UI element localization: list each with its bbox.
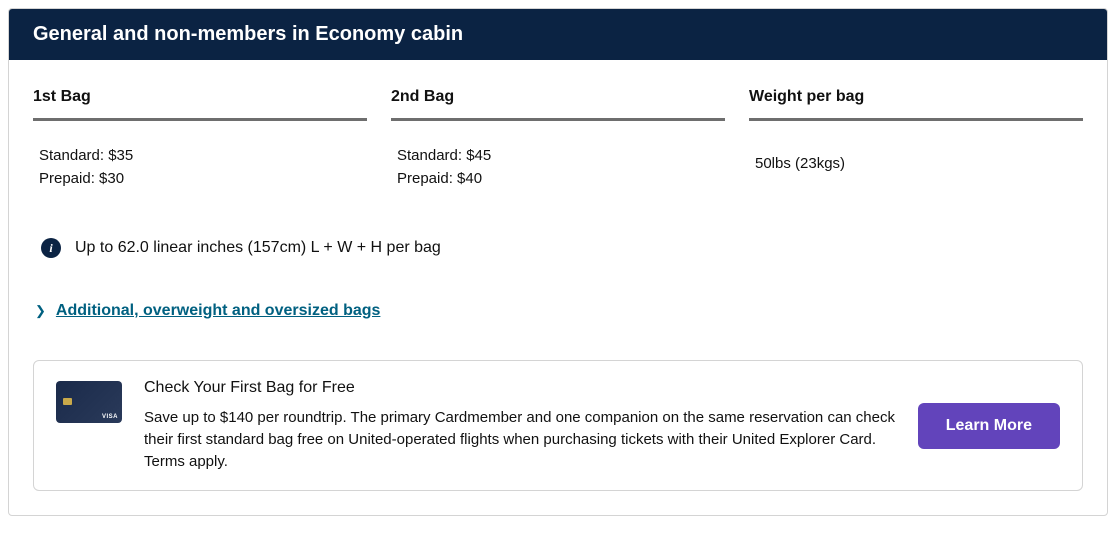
price-line: Standard: $35 xyxy=(39,145,367,168)
additional-bags-link[interactable]: Additional, overweight and oversized bag… xyxy=(56,302,381,320)
panel-title: General and non-members in Economy cabin xyxy=(33,23,463,45)
panel-header: General and non-members in Economy cabin xyxy=(9,9,1107,60)
promo-card: VISA Check Your First Bag for Free Save … xyxy=(33,360,1083,491)
card-chip xyxy=(63,398,72,405)
promo-text: Check Your First Bag for Free Save up to… xyxy=(144,379,896,472)
column-body: 50lbs (23kgs) xyxy=(749,145,1083,176)
price-line: Standard: $45 xyxy=(397,145,725,168)
price-line: Prepaid: $40 xyxy=(397,168,725,191)
learn-more-button[interactable]: Learn More xyxy=(918,403,1060,449)
column-header: 2nd Bag xyxy=(391,88,725,121)
panel-body: 1st Bag Standard: $35 Prepaid: $30 2nd B… xyxy=(9,60,1107,515)
baggage-panel: General and non-members in Economy cabin… xyxy=(8,8,1108,516)
chevron-right-icon: ❯ xyxy=(35,303,46,319)
column-1st-bag: 1st Bag Standard: $35 Prepaid: $30 xyxy=(33,88,367,190)
weight-line: 50lbs (23kgs) xyxy=(755,153,1083,176)
promo-body: Save up to $140 per roundtrip. The prima… xyxy=(144,407,896,472)
column-body: Standard: $45 Prepaid: $40 xyxy=(391,145,725,190)
info-icon: i xyxy=(41,238,61,258)
pricing-columns: 1st Bag Standard: $35 Prepaid: $30 2nd B… xyxy=(33,88,1083,190)
expand-row[interactable]: ❯ Additional, overweight and oversized b… xyxy=(35,302,1083,320)
credit-card-icon: VISA xyxy=(56,381,122,423)
info-row: i Up to 62.0 linear inches (157cm) L + W… xyxy=(41,238,1083,258)
column-header: 1st Bag xyxy=(33,88,367,121)
column-header: Weight per bag xyxy=(749,88,1083,121)
card-visa-label: VISA xyxy=(102,414,118,420)
price-line: Prepaid: $30 xyxy=(39,168,367,191)
info-text: Up to 62.0 linear inches (157cm) L + W +… xyxy=(75,239,441,257)
promo-title: Check Your First Bag for Free xyxy=(144,379,896,397)
column-2nd-bag: 2nd Bag Standard: $45 Prepaid: $40 xyxy=(391,88,725,190)
column-weight: Weight per bag 50lbs (23kgs) xyxy=(749,88,1083,190)
column-body: Standard: $35 Prepaid: $30 xyxy=(33,145,367,190)
